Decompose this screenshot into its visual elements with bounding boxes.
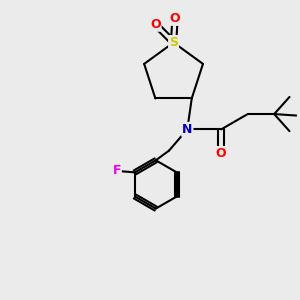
Text: O: O <box>170 12 180 25</box>
Text: O: O <box>216 147 226 160</box>
Text: O: O <box>150 18 160 31</box>
Text: S: S <box>169 36 178 49</box>
Text: N: N <box>182 123 193 136</box>
Text: F: F <box>112 164 121 177</box>
